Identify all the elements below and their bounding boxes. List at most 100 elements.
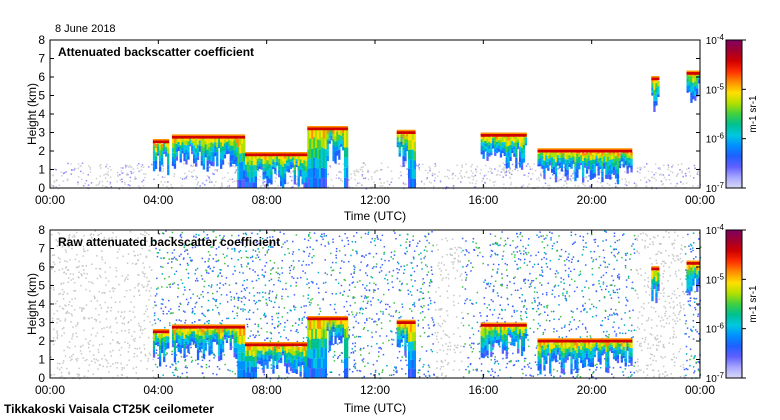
noise-dot bbox=[545, 262, 547, 265]
noise-dot bbox=[188, 352, 191, 354]
noise-dot bbox=[189, 256, 191, 259]
signal-cell bbox=[175, 156, 178, 161]
noise-dot bbox=[157, 357, 159, 359]
noise-dot bbox=[265, 298, 267, 301]
noise-dot bbox=[310, 302, 312, 304]
noise-dot bbox=[359, 168, 361, 171]
noise-dot bbox=[55, 185, 57, 188]
noise-dot bbox=[347, 166, 350, 168]
noise-dot bbox=[410, 279, 413, 281]
noise-dot bbox=[556, 370, 559, 372]
signal-cell bbox=[595, 158, 598, 161]
noise-dot bbox=[465, 279, 467, 281]
noise-dot bbox=[529, 168, 532, 170]
noise-dot bbox=[289, 175, 291, 178]
noise-dot bbox=[608, 291, 610, 293]
noise-dot bbox=[162, 165, 164, 167]
noise-dot bbox=[401, 368, 403, 370]
noise-dot bbox=[343, 290, 345, 293]
noise-dot bbox=[660, 355, 662, 358]
signal-cell bbox=[336, 145, 339, 151]
noise-dot bbox=[191, 322, 194, 324]
noise-dot bbox=[464, 343, 466, 345]
signal-cell bbox=[338, 139, 341, 145]
noise-dot bbox=[238, 238, 240, 241]
noise-dot bbox=[315, 283, 318, 285]
noise-dot bbox=[205, 366, 208, 369]
noise-dot bbox=[497, 244, 499, 247]
noise-dot bbox=[81, 309, 83, 312]
noise-dot bbox=[53, 180, 56, 183]
signal-cell bbox=[204, 141, 207, 145]
noise-dot bbox=[171, 258, 173, 260]
noise-dot bbox=[221, 184, 223, 186]
noise-dot bbox=[658, 242, 661, 245]
noise-dot bbox=[258, 334, 260, 336]
noise-dot bbox=[574, 233, 577, 236]
signal-cell bbox=[541, 162, 544, 166]
noise-dot bbox=[62, 298, 65, 300]
noise-dot bbox=[480, 169, 482, 171]
noise-dot bbox=[171, 236, 173, 239]
signal-cell bbox=[400, 139, 403, 142]
signal-cell bbox=[198, 146, 202, 149]
noise-dot bbox=[648, 180, 651, 182]
noise-dot bbox=[259, 176, 262, 178]
noise-dot bbox=[396, 370, 398, 372]
signal-cell bbox=[628, 160, 631, 163]
signal-cell bbox=[229, 150, 232, 156]
noise-dot bbox=[549, 231, 551, 233]
noise-dot bbox=[413, 302, 416, 304]
noise-dot bbox=[543, 306, 545, 308]
noise-dot bbox=[645, 233, 647, 235]
noise-dot bbox=[538, 303, 541, 305]
noise-dot bbox=[267, 248, 270, 251]
noise-dot bbox=[95, 319, 98, 321]
noise-dot bbox=[295, 281, 297, 284]
noise-dot bbox=[66, 260, 68, 263]
noise-dot bbox=[565, 297, 567, 300]
noise-dot bbox=[515, 321, 517, 323]
noise-dot bbox=[463, 176, 466, 178]
noise-dot bbox=[148, 352, 151, 354]
noise-dot bbox=[277, 312, 280, 315]
signal-cell bbox=[503, 145, 506, 149]
signal-cell bbox=[484, 138, 487, 141]
noise-dot bbox=[476, 369, 478, 372]
noise-dot bbox=[305, 305, 307, 307]
noise-dot bbox=[624, 252, 627, 255]
signal-cell bbox=[505, 141, 508, 147]
noise-dot bbox=[78, 367, 80, 370]
noise-dot bbox=[298, 318, 300, 320]
signal-cell bbox=[566, 164, 569, 171]
noise-dot bbox=[215, 236, 217, 238]
noise-dot bbox=[83, 329, 85, 332]
signal-cell bbox=[208, 142, 211, 148]
noise-dot bbox=[668, 179, 671, 181]
signal-cell bbox=[570, 163, 573, 167]
noise-dot bbox=[524, 300, 526, 303]
noise-dot bbox=[139, 336, 141, 338]
signal-cell bbox=[612, 158, 616, 163]
noise-dot bbox=[373, 171, 376, 174]
noise-dot bbox=[459, 351, 462, 353]
signal-cell bbox=[309, 148, 312, 159]
noise-dot bbox=[409, 291, 412, 293]
signal-cell bbox=[299, 162, 302, 167]
signal-cell bbox=[408, 140, 411, 150]
noise-dot bbox=[503, 166, 505, 169]
signal-cell bbox=[289, 161, 293, 165]
noise-dot bbox=[254, 250, 257, 252]
noise-dot bbox=[181, 184, 183, 187]
noise-dot bbox=[640, 306, 643, 308]
noise-dot bbox=[62, 172, 65, 175]
noise-dot bbox=[98, 344, 101, 346]
signal-cell bbox=[587, 158, 591, 161]
noise-dot bbox=[268, 299, 271, 302]
noise-dot bbox=[198, 234, 200, 236]
signal-cell bbox=[553, 166, 556, 171]
signal-cell bbox=[655, 101, 658, 106]
signal-cell bbox=[250, 155, 254, 161]
noise-dot bbox=[202, 372, 204, 374]
signal-cell bbox=[698, 81, 701, 84]
